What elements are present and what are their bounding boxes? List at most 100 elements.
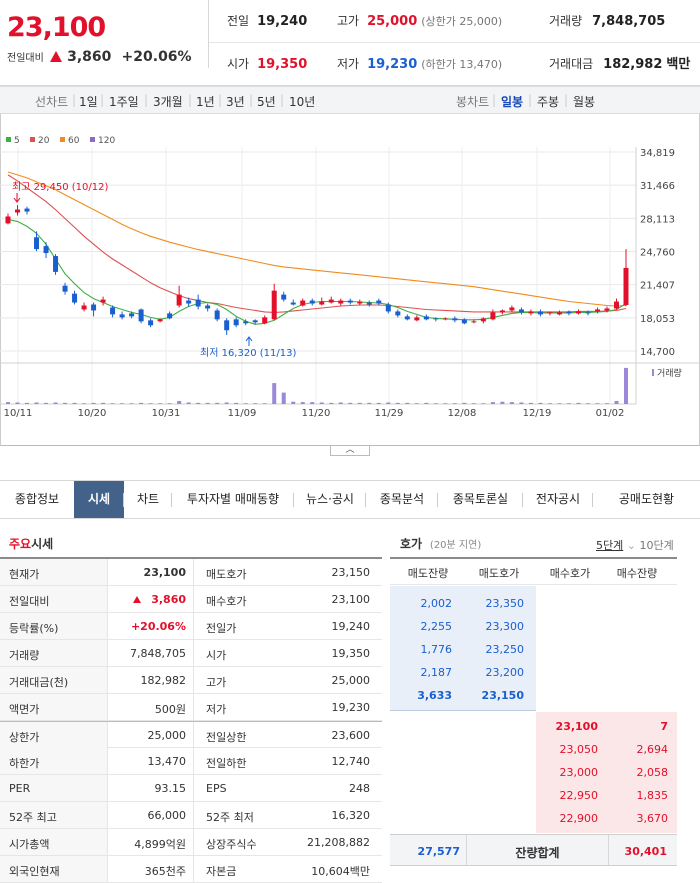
candle-weekly[interactable]: 주봉 (537, 95, 560, 109)
x-tick-label: 11/09 (228, 408, 257, 419)
row-value-left: 66,000 (147, 809, 187, 822)
tab-2[interactable]: 시세 (74, 481, 124, 518)
volume-bar (538, 402, 543, 404)
period-10y[interactable]: 10년 (289, 95, 316, 109)
bid-price: 22,900 (559, 812, 599, 825)
candle-body (148, 320, 154, 326)
depth-5-link[interactable]: 5단계 (596, 539, 624, 552)
candle-body (537, 311, 543, 315)
candle-body (423, 316, 429, 320)
row-label-left: 52주 최고 (9, 811, 57, 824)
candle-body (176, 294, 182, 306)
volume-bar (148, 403, 153, 404)
volume-bar (243, 403, 248, 404)
bid-quantity: 7 (660, 720, 668, 733)
period-5y[interactable]: 5년 (257, 95, 276, 109)
tab-3[interactable]: 차트 (136, 492, 160, 506)
tab-6[interactable]: 종목분석 (379, 492, 425, 506)
quote-table-row: 상한가 25,000 전일상한 23,600 (0, 721, 382, 748)
main-quote-table: 현재가 23,100 매도호가 23,150 전일대비 3,860 매수호가 23,100 등락… (0, 557, 382, 883)
quote-item-sub: (상한가 25,000) (421, 15, 503, 28)
volume-bar (367, 402, 372, 404)
row-value-left: +20.06% (130, 620, 186, 633)
stock-candle-chart[interactable]: 34,819 31,466 28,113 24,760 21,407 18,053 14,7… (0, 130, 700, 446)
period-1w[interactable]: 1주일 (109, 95, 139, 109)
chart-resize-handle[interactable]: ︿ (330, 446, 370, 456)
volume-bar (91, 402, 96, 404)
volume-bar (614, 400, 619, 404)
legend-label: 60 (68, 136, 80, 146)
period-3y[interactable]: 3년 (226, 95, 245, 109)
x-tick-label: 10/11 (4, 408, 33, 419)
price-change: 전일대비 3,860 +20.06% (7, 49, 192, 65)
tab-9[interactable]: 공매도현황 (618, 492, 675, 506)
candle-body (290, 302, 296, 305)
bid-quantity: 3,670 (636, 812, 669, 825)
candle-body (395, 311, 401, 316)
volume-bar (329, 402, 334, 404)
orderbook-header: 매도잔량 (407, 567, 449, 580)
period-1y[interactable]: 1년 (196, 95, 215, 109)
candle-body (414, 317, 420, 321)
volume-bar (576, 402, 581, 404)
candle-body (518, 309, 524, 313)
volume-bar (443, 403, 448, 404)
volume-bar (338, 402, 343, 404)
volume-bar (557, 403, 562, 404)
ask-area (390, 586, 536, 711)
candle-body (224, 320, 230, 331)
volume-bar (481, 403, 486, 404)
row-value-right: 19,240 (331, 620, 371, 633)
volume-bar (63, 402, 68, 404)
line-chart-label[interactable]: 선차트 (35, 95, 69, 109)
low-annotation: 최저 16,320 (11/13) (200, 347, 296, 359)
bid-quantity: 2,694 (636, 743, 669, 756)
tab-divider (522, 493, 523, 507)
period-1d[interactable]: 1일 (79, 95, 98, 109)
period-3m[interactable]: 3개월 (153, 95, 183, 109)
volume-bar (348, 402, 353, 404)
candle-chart-label[interactable]: 봉차트 (456, 95, 490, 109)
quote-table-row: 52주 최고 66,000 52주 최저 16,320 (0, 802, 382, 829)
tab-4[interactable]: 투자자별 매매동향 (186, 492, 280, 506)
ask-quantity: 1,776 (420, 643, 453, 656)
candle-body (243, 321, 249, 324)
candle-body (319, 301, 325, 305)
row-value-right: 19,350 (331, 647, 371, 660)
depth-10-link[interactable]: 10단계 (639, 539, 674, 552)
row-value-right: 10,604백만 (311, 865, 370, 878)
ask-quantity: 3,633 (417, 689, 452, 702)
volume-bar (215, 402, 220, 404)
chart-period-bar: 선차트 | 1일 | 1주일 | 3개월 | 1년 | 3년 | 5년 | 10… (0, 86, 700, 114)
tab-1[interactable]: 종합정보 (14, 492, 60, 506)
candle-daily[interactable]: 일봉 (501, 95, 524, 109)
candle-body (281, 294, 287, 300)
tab-8[interactable]: 전자공시 (535, 492, 581, 506)
orderbook-delay: (20분 지연) (429, 540, 482, 551)
row-label-right: 전일가 (206, 622, 237, 635)
candle-body (91, 304, 97, 311)
volume-bar (291, 401, 296, 404)
quote-table-row: 현재가 23,100 매도호가 23,150 (0, 559, 382, 586)
quote-table-row: PER 93.15 EPS 248 (0, 775, 382, 802)
candle-monthly[interactable]: 월봉 (573, 95, 596, 109)
candle-body (404, 316, 410, 320)
ask-price: 23,200 (485, 666, 525, 679)
volume-bar (585, 403, 590, 404)
row-value-right: 16,320 (331, 809, 371, 822)
header-divider (208, 0, 209, 68)
x-tick-label: 12/19 (523, 408, 552, 419)
row-value-left: 365천주 (144, 865, 186, 878)
candle-body (53, 256, 59, 272)
tab-7[interactable]: 종목토론실 (452, 492, 509, 506)
quote-item-key: 시가 (227, 57, 250, 71)
volume-bar (424, 402, 429, 404)
row-value-left: 13,470 (147, 755, 187, 768)
tab-5[interactable]: 뉴스·공시 (306, 492, 354, 506)
volume-bar (34, 402, 39, 404)
quote-table-row: 거래대금(천) 182,982 고가 25,000 (0, 667, 382, 694)
quote-item: 저가 19,230 (하한가 13,470) (337, 53, 502, 72)
quote-item-value: 19,240 (257, 14, 308, 29)
quote-summary: 전일 19,240 고가 25,000 (상한가 25,000) 거래량 7,848,705… (209, 0, 700, 86)
orderbook-depth-toggle: 5단계 ⌄ 10단계 (596, 539, 674, 552)
